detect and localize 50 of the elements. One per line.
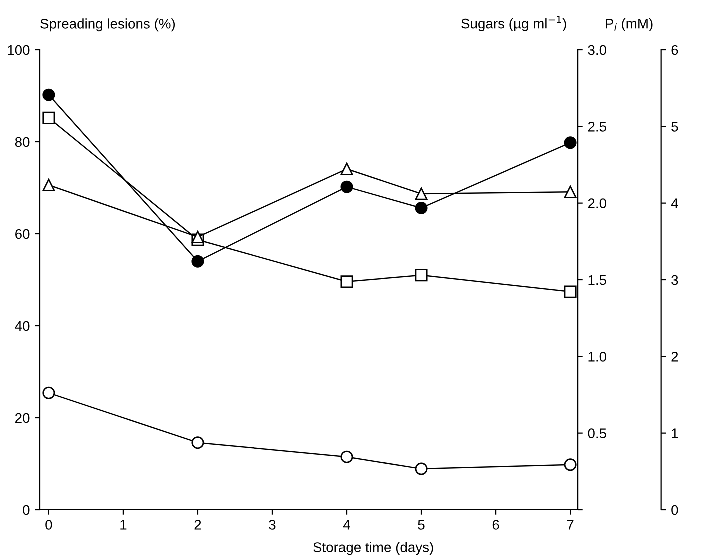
x-tick-label: 5 <box>418 520 425 530</box>
point <box>192 230 204 244</box>
y3-tick-label: 0 <box>672 505 678 516</box>
point <box>564 136 577 150</box>
y3-tick-label: 6 <box>672 45 678 56</box>
y3-axis-title: P$_{i}$ (mM) <box>606 18 653 32</box>
point <box>415 462 428 476</box>
y2-axis-title: Sugars (µg ml$^{−1}$) <box>462 16 566 32</box>
x-tick-label: 0 <box>46 520 52 530</box>
y2-tick-label: 1.0 <box>588 352 606 362</box>
point <box>42 112 56 124</box>
point <box>42 386 56 400</box>
x-axis-title: Storage time (days) <box>314 542 434 555</box>
x-tick-label: 4 <box>343 520 350 530</box>
y2-tick-label: 2.0 <box>588 198 606 209</box>
y-tick-label: 60 <box>16 229 30 240</box>
y2-tick-label: 0.5 <box>588 428 606 439</box>
y-tick-label: 100 <box>8 45 30 56</box>
y2-tick-label: 3.0 <box>588 45 606 56</box>
point <box>415 269 428 282</box>
point <box>564 286 577 298</box>
y3-tick-label: 4 <box>671 198 678 208</box>
y-tick-label: 0 <box>23 505 30 516</box>
y3-tick-label: 5 <box>672 122 678 132</box>
point <box>564 186 577 198</box>
point <box>42 178 56 192</box>
y2-tick-label: 1.5 <box>588 275 606 286</box>
y-tick-label: 40 <box>15 321 30 332</box>
point <box>42 88 56 102</box>
point <box>564 458 577 472</box>
point <box>192 255 204 268</box>
y3-tick-label: 1 <box>672 428 678 438</box>
x-tick-label: 3 <box>269 520 276 530</box>
point <box>415 188 428 200</box>
y2-tick-label: 2.5 <box>588 122 606 132</box>
point <box>340 276 354 288</box>
y3-tick-label: 3 <box>672 275 678 286</box>
point <box>340 162 354 176</box>
point <box>340 180 354 194</box>
point <box>340 450 354 464</box>
y-tick-label: 80 <box>15 137 30 148</box>
x-tick-label: 1 <box>120 520 127 530</box>
point <box>415 202 428 214</box>
y-axis-title: Spreading lesions (%) <box>40 18 176 32</box>
point <box>192 436 204 450</box>
x-tick-label: 6 <box>492 520 500 530</box>
y3-tick-label: 2 <box>672 352 678 362</box>
y-tick-label: 20 <box>16 413 30 424</box>
x-tick-label: 2 <box>194 520 202 530</box>
x-tick-label: 7 <box>567 520 574 530</box>
